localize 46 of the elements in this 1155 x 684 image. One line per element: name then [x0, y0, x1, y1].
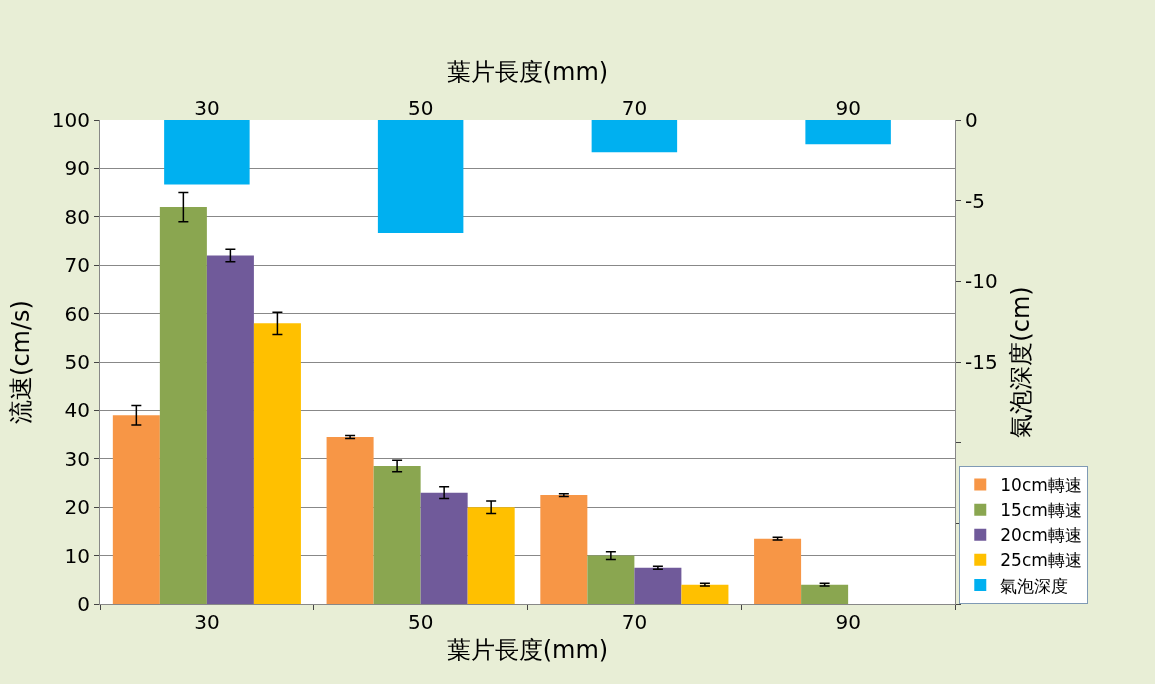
y-tick-label: 60	[64, 301, 90, 326]
legend-label: 15cm轉速	[1000, 500, 1082, 521]
y2-axis-title: 氣泡深度(cm)	[1006, 286, 1035, 438]
bar	[420, 492, 468, 604]
legend-label: 25cm轉速	[1000, 550, 1082, 571]
bar	[801, 584, 849, 604]
y-tick-label: 30	[64, 446, 90, 471]
bar	[159, 207, 207, 604]
y-tick-label: 50	[64, 350, 90, 374]
legend-label: 20cm轉速	[1000, 525, 1082, 546]
category-label: 70	[621, 610, 648, 634]
y-tick-label: 20	[64, 495, 90, 520]
legend-label: 10cm轉速	[1000, 475, 1082, 496]
y2-tick-label: -10	[965, 269, 998, 294]
bar	[634, 567, 682, 604]
bar	[587, 555, 635, 604]
y-tick-label: 80	[64, 204, 90, 229]
x-tick-label: 30	[194, 96, 220, 120]
y-axis-title: 流速(cm/s)	[6, 300, 35, 424]
category-label: 90	[835, 610, 861, 634]
y2-tick-label: 0	[965, 108, 978, 132]
y-tick-label: 70	[64, 253, 90, 278]
bar	[540, 495, 588, 604]
y-tick-label: 40	[64, 398, 90, 423]
bar	[206, 255, 254, 604]
y-tick-label: 10	[64, 543, 90, 568]
legend-label: 氣泡深度	[1000, 575, 1069, 596]
y-tick-label: 100	[51, 108, 90, 132]
x-tick-label: 50	[407, 96, 434, 120]
y2-tick-label: -15	[965, 350, 998, 374]
bar	[754, 538, 802, 604]
x-tick-label: 70	[621, 96, 648, 120]
x2-axis-title: 葉片長度(mm)	[446, 58, 609, 87]
x-tick-label: 90	[835, 96, 861, 120]
category-label: 30	[194, 610, 220, 634]
bar	[326, 437, 374, 604]
category-label: 50	[407, 610, 434, 634]
bar	[112, 415, 160, 604]
y-tick-label: 90	[64, 156, 90, 181]
bar	[373, 466, 421, 604]
y2-tick-label: -5	[965, 188, 985, 213]
bar	[253, 323, 301, 604]
bar	[467, 507, 515, 604]
x-axis-title: 葉片長度(mm)	[446, 636, 609, 665]
bar	[681, 584, 729, 604]
y-tick-label: 0	[77, 592, 90, 616]
